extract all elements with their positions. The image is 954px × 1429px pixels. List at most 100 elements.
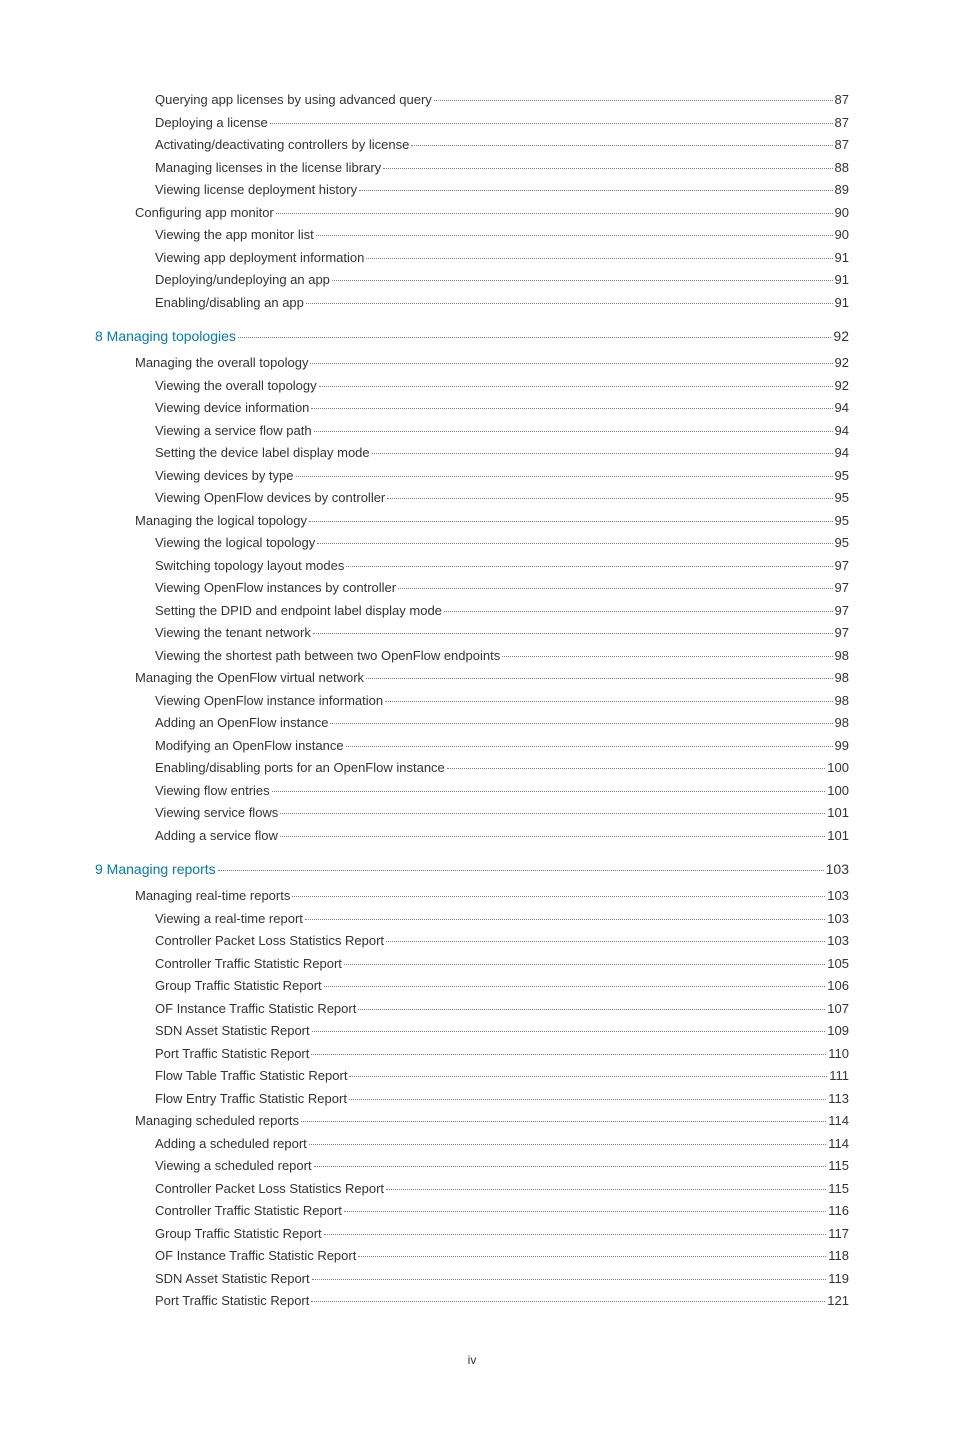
- toc-label: Viewing the overall topology: [155, 376, 317, 396]
- toc-label: Deploying/undeploying an app: [155, 270, 330, 290]
- toc-label: Viewing a real-time report: [155, 909, 303, 929]
- toc-leader-dots: [385, 689, 832, 702]
- toc-label: Switching topology layout modes: [155, 556, 344, 576]
- toc-leader-dots: [311, 396, 832, 409]
- toc-leader-dots: [386, 929, 825, 942]
- toc-label: Controller Traffic Statistic Report: [155, 954, 342, 974]
- toc-leader-dots: [276, 201, 833, 214]
- toc-label: Group Traffic Statistic Report: [155, 1224, 322, 1244]
- toc-label: Setting the device label display mode: [155, 443, 370, 463]
- toc-leader-dots: [346, 554, 832, 567]
- toc-page-number: 98: [835, 713, 849, 733]
- toc-label: Flow Entry Traffic Statistic Report: [155, 1089, 347, 1109]
- toc-label: OF Instance Traffic Statistic Report: [155, 1246, 356, 1266]
- toc-page-number: 103: [827, 886, 849, 906]
- toc-entry: Viewing a service flow path94: [155, 421, 849, 441]
- toc-entry[interactable]: 9 Managing reports103: [95, 859, 849, 880]
- toc-leader-dots: [447, 756, 826, 769]
- toc-page-number: 119: [828, 1269, 849, 1289]
- toc-page-number: 101: [827, 826, 849, 846]
- toc-entry: Viewing app deployment information91: [155, 248, 849, 268]
- toc-page-number: 97: [835, 556, 849, 576]
- toc-label: OF Instance Traffic Statistic Report: [155, 999, 356, 1019]
- toc-entry: Controller Packet Loss Statistics Report…: [155, 931, 849, 951]
- toc-page-number: 103: [826, 859, 849, 880]
- toc-page-number: 114: [828, 1134, 849, 1154]
- toc-page-number: 103: [827, 909, 849, 929]
- toc-page-number: 113: [828, 1089, 849, 1109]
- toc-label: Enabling/disabling ports for an OpenFlow…: [155, 758, 445, 778]
- toc-label: Setting the DPID and endpoint label disp…: [155, 601, 442, 621]
- toc-page: Querying app licenses by using advanced …: [0, 0, 954, 1429]
- toc-label: Controller Traffic Statistic Report: [155, 1201, 342, 1221]
- toc-entry: Viewing the app monitor list90: [155, 225, 849, 245]
- toc-label: Activating/deactivating controllers by l…: [155, 135, 409, 155]
- toc-label: Managing real-time reports: [135, 886, 290, 906]
- toc-entry: Controller Packet Loss Statistics Report…: [155, 1179, 849, 1199]
- toc-entry: Managing scheduled reports114: [135, 1111, 849, 1131]
- toc-leader-dots: [344, 1199, 826, 1212]
- toc-entry: Port Traffic Statistic Report121: [155, 1291, 849, 1311]
- toc-entry: Group Traffic Statistic Report106: [155, 976, 849, 996]
- toc-entry: SDN Asset Statistic Report109: [155, 1021, 849, 1041]
- toc-page-number: 91: [835, 270, 849, 290]
- toc-page-number: 115: [828, 1179, 849, 1199]
- toc-page-number: 101: [827, 803, 849, 823]
- toc-label: Controller Packet Loss Statistics Report: [155, 1179, 384, 1199]
- toc-leader-dots: [280, 801, 825, 814]
- toc-leader-dots: [502, 644, 832, 657]
- toc-page-number: 95: [835, 511, 849, 531]
- toc-label: Viewing a scheduled report: [155, 1156, 312, 1176]
- toc-entry: Viewing a real-time report 103: [155, 909, 849, 929]
- toc-label: Viewing the logical topology: [155, 533, 315, 553]
- toc-label: Managing the overall topology: [135, 353, 308, 373]
- toc-page-number: 109: [827, 1021, 849, 1041]
- toc-leader-dots: [358, 1244, 826, 1257]
- toc-entry: Viewing devices by type95: [155, 466, 849, 486]
- toc-leader-dots: [319, 374, 833, 387]
- toc-leader-dots: [366, 666, 832, 679]
- toc-leader-dots: [372, 441, 833, 454]
- toc-page-number: 89: [835, 180, 849, 200]
- toc-entry: Deploying/undeploying an app 91: [155, 270, 849, 290]
- toc-entry: Querying app licenses by using advanced …: [155, 90, 849, 110]
- toc-page-number: 97: [835, 601, 849, 621]
- toc-entry: Switching topology layout modes 97: [155, 556, 849, 576]
- toc-page-number: 105: [827, 954, 849, 974]
- page-number: iv: [95, 1351, 849, 1369]
- toc-entry[interactable]: 8 Managing topologies92: [95, 326, 849, 347]
- toc-leader-dots: [349, 1064, 827, 1077]
- toc-label: 8 Managing topologies: [95, 326, 236, 347]
- toc-leader-dots: [313, 621, 833, 634]
- toc-label: Viewing license deployment history: [155, 180, 357, 200]
- toc-page-number: 106: [827, 976, 849, 996]
- toc-container: Querying app licenses by using advanced …: [95, 90, 849, 1311]
- toc-page-number: 116: [828, 1201, 849, 1221]
- toc-leader-dots: [387, 486, 832, 499]
- toc-page-number: 111: [829, 1066, 849, 1086]
- toc-page-number: 94: [835, 398, 849, 418]
- toc-entry: Adding a scheduled report114: [155, 1134, 849, 1154]
- toc-label: Viewing the shortest path between two Op…: [155, 646, 500, 666]
- toc-entry: Configuring app monitor90: [135, 203, 849, 223]
- toc-leader-dots: [296, 464, 833, 477]
- toc-page-number: 110: [828, 1044, 849, 1064]
- toc-leader-dots: [324, 974, 826, 987]
- toc-entry: OF Instance Traffic Statistic Report107: [155, 999, 849, 1019]
- toc-page-number: 99: [835, 736, 849, 756]
- toc-page-number: 95: [835, 533, 849, 553]
- toc-leader-dots: [434, 88, 833, 101]
- toc-page-number: 94: [835, 443, 849, 463]
- toc-entry: Flow Entry Traffic Statistic Report 113: [155, 1089, 849, 1109]
- toc-page-number: 98: [835, 668, 849, 688]
- toc-leader-dots: [292, 884, 825, 897]
- toc-page-number: 115: [828, 1156, 849, 1176]
- toc-label: Modifying an OpenFlow instance: [155, 736, 344, 756]
- toc-label: Querying app licenses by using advanced …: [155, 90, 432, 110]
- toc-page-number: 97: [835, 623, 849, 643]
- toc-label: Managing licenses in the license library: [155, 158, 381, 178]
- toc-leader-dots: [309, 509, 833, 522]
- toc-entry: Viewing device information94: [155, 398, 849, 418]
- toc-page-number: 94: [835, 421, 849, 441]
- toc-entry: Viewing the shortest path between two Op…: [155, 646, 849, 666]
